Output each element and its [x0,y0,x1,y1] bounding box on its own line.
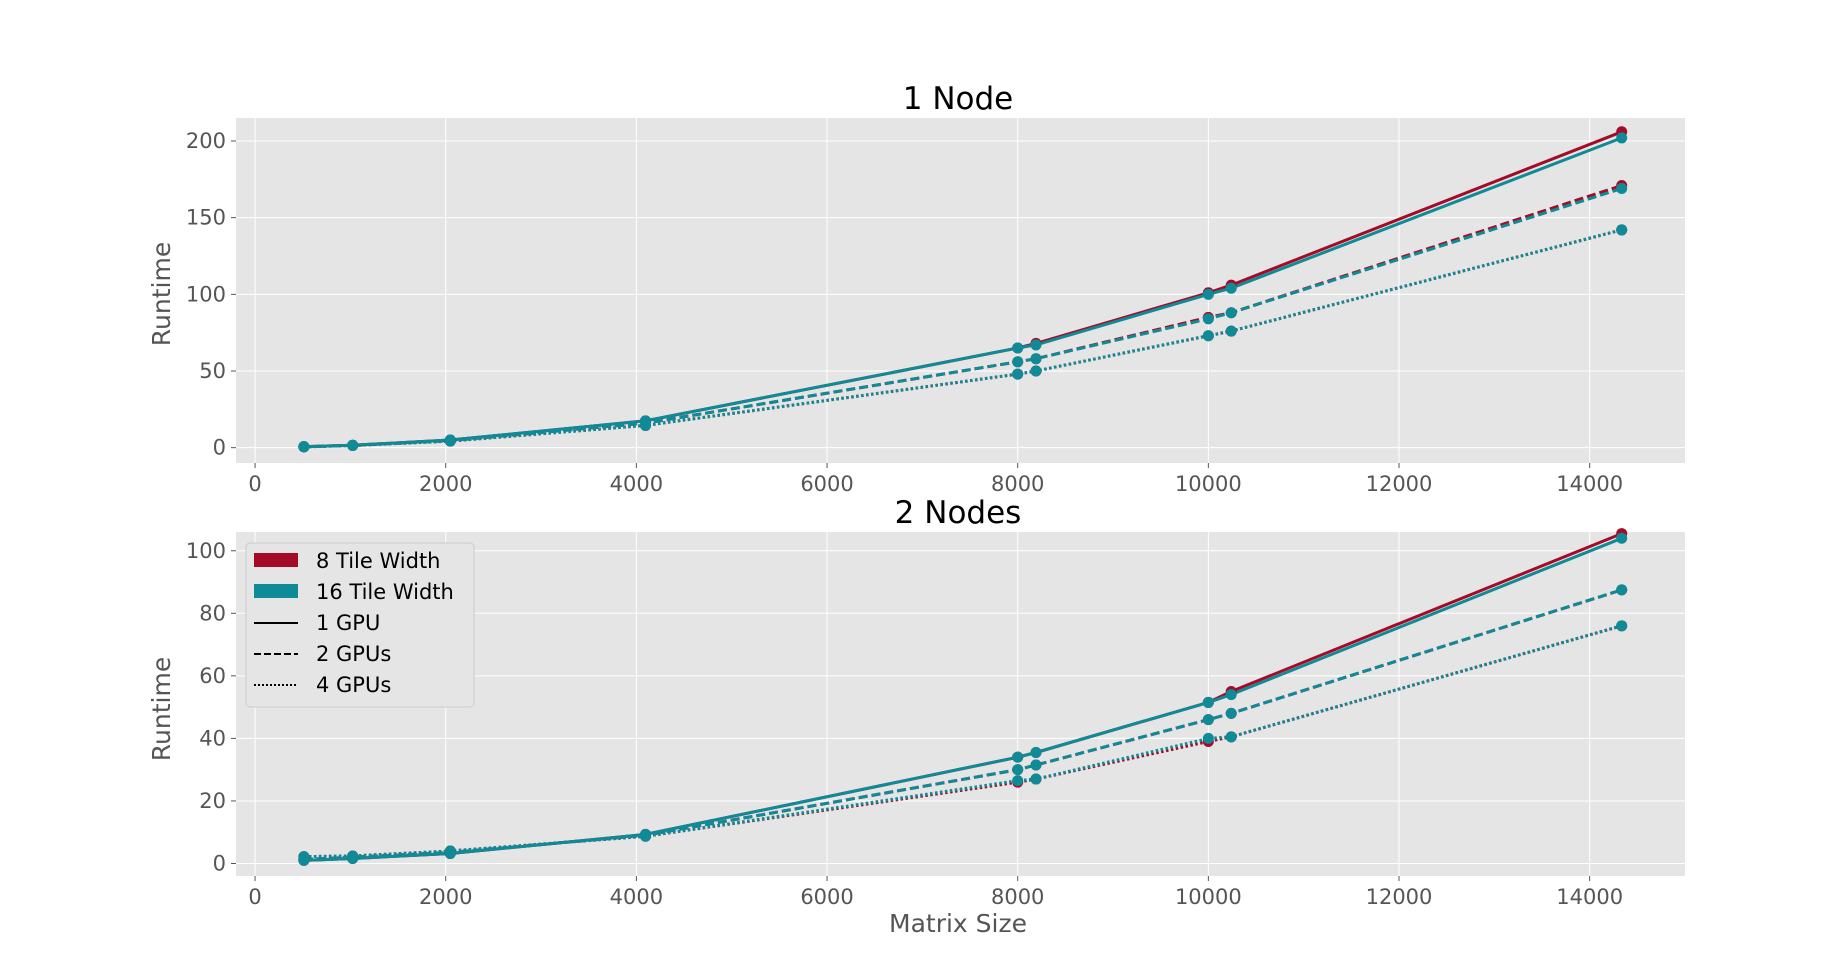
data-point [1012,342,1024,354]
data-point [298,851,310,863]
data-point [1202,732,1214,744]
legend-label-2-gpus: 2 GPUs [316,642,391,666]
y-axis-label: Runtime [147,657,176,761]
data-point [1012,751,1024,763]
x-tick-label: 0 [248,472,261,496]
data-point [1030,339,1042,351]
data-point [1616,183,1628,195]
data-point [1012,368,1024,380]
y-tick-label: 100 [186,282,226,306]
data-point [1225,731,1237,743]
plot-area: 0 2000 4000 6000 8000 10000 12000 14000 0 20 40 60 8… [186,528,1685,909]
data-point [1225,689,1237,701]
x-tick-label: 12000 [1366,472,1433,496]
x-tick-label: 4000 [610,472,663,496]
y-tick-label: 0 [213,851,226,875]
data-point [1012,764,1024,776]
data-point [1202,714,1214,726]
x-tick-label: 10000 [1175,885,1242,909]
data-point [298,441,310,453]
y-tick-label: 60 [199,664,226,688]
data-point [640,830,652,842]
legend: 8 Tile Width 16 Tile Width 1 GPU 2 GPUs … [245,542,475,708]
data-point [1202,313,1214,325]
legend-label-8-tile: 8 Tile Width [316,549,441,573]
y-tick-label: 80 [199,601,226,625]
data-point [1616,224,1628,236]
data-point [347,440,359,452]
x-tick-label: 14000 [1556,885,1623,909]
series-line-16tile-4gpu [303,624,1623,859]
data-point [347,850,359,862]
data-point [1225,707,1237,719]
x-tick-label: 6000 [800,472,853,496]
x-tick-label: 10000 [1175,472,1242,496]
data-point [1616,532,1628,544]
data-point [1030,773,1042,785]
legend-frame [245,542,475,708]
data-point [1225,307,1237,319]
legend-label-4-gpus: 4 GPUs [316,673,391,697]
x-tick-label: 8000 [991,885,1044,909]
plot-area: 0 2000 4000 6000 8000 10000 12000 14000 0 50 100 15… [186,118,1685,496]
x-tick-label: 14000 [1556,472,1623,496]
y-axis-label: Runtime [147,242,176,346]
panel-2-nodes: 0 2000 4000 6000 8000 10000 12000 14000 0 20 40 60 8… [147,495,1685,938]
chart-title: 2 Nodes [895,495,1022,531]
y-tick-label: 20 [199,789,226,813]
y-tick-label: 150 [186,206,226,230]
data-point [1202,696,1214,708]
data-point [1616,620,1628,632]
data-point [1030,759,1042,771]
data-point [1030,746,1042,758]
data-point [640,419,652,431]
data-point [1012,775,1024,787]
legend-patch-16-tile [254,584,298,598]
data-point [444,435,456,447]
chart-title: 1 Node [903,81,1013,117]
data-point [1225,325,1237,337]
x-tick-label: 2000 [419,885,472,909]
data-point [1030,353,1042,365]
data-point [1225,282,1237,294]
data-point [1616,584,1628,596]
panel-1-node: 0 2000 4000 6000 8000 10000 12000 14000 0 50 100 15… [147,81,1685,496]
x-tick-label: 2000 [419,472,472,496]
data-point [1202,288,1214,300]
y-tick-label: 100 [186,539,226,563]
x-tick-label: 12000 [1366,885,1433,909]
legend-label-1-gpu: 1 GPU [316,611,380,635]
y-tick-label: 0 [213,436,226,460]
plot-background [236,532,1685,876]
series-line-16tile-4gpu [303,228,1623,449]
data-point [1202,330,1214,342]
x-tick-label: 6000 [800,885,853,909]
y-tick-label: 40 [199,726,226,750]
legend-label-16-tile: 16 Tile Width [316,580,454,604]
y-tick-label: 50 [199,359,226,383]
plot-background [236,118,1685,463]
x-axis-label: Matrix Size [889,909,1027,938]
data-point [1616,132,1628,144]
data-point [1030,365,1042,377]
y-tick-label: 200 [186,129,226,153]
legend-patch-8-tile [254,553,298,567]
data-point [1012,356,1024,368]
data-point [444,845,456,857]
x-tick-label: 8000 [991,472,1044,496]
x-tick-label: 0 [248,885,261,909]
x-tick-label: 4000 [610,885,663,909]
